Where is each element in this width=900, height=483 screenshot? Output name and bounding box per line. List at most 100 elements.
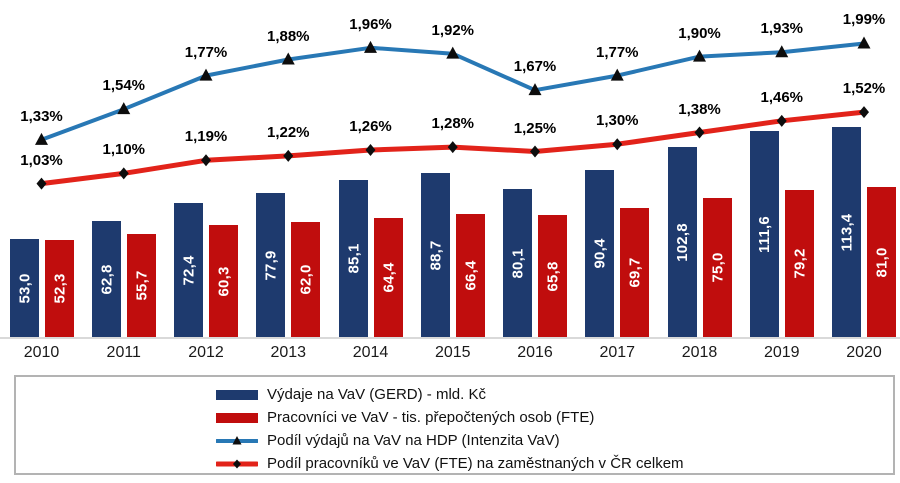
bar-value-label: 85,1 (345, 243, 362, 274)
line-value-label: 1,33% (20, 107, 63, 125)
line-value-label: 1,46% (760, 88, 804, 106)
bar-value-label: 55,7 (133, 270, 150, 301)
legend-bar-swatch-icon (216, 412, 258, 423)
bar-series2-2018: 75,0 (703, 198, 732, 337)
triangle-marker-icon (35, 132, 48, 145)
line-value-label: 1,22% (266, 123, 310, 141)
bar-series1-2010: 53,0 (10, 239, 39, 337)
line-value-label: 1,96% (349, 15, 392, 33)
bar-series2-2015: 66,4 (456, 214, 485, 337)
diamond-marker-icon (859, 106, 869, 119)
line-value-label: 1,88% (266, 27, 310, 45)
bar-series1-2014: 85,1 (339, 180, 368, 337)
diamond-marker-icon (36, 177, 47, 190)
diamond-marker-icon (447, 141, 458, 154)
legend-item-label: Podíl pracovníků ve VaV (FTE) na zaměstn… (267, 455, 684, 472)
line-value-label: 1,67% (513, 58, 557, 76)
line-value-label: 1,28% (431, 115, 475, 133)
bar-value-label: 53,0 (16, 273, 33, 303)
bar-series1-2017: 90,4 (585, 170, 614, 337)
x-tick-2019: 2019 (763, 344, 800, 361)
bar-series1-2016: 80,1 (503, 189, 532, 337)
bar-series1-2013: 77,9 (256, 193, 285, 337)
chart-legend: Výdaje na VaV (GERD) - mld. Kč Pracovníci… (14, 375, 895, 475)
bar-series1-2020: 113,4 (832, 127, 861, 337)
legend-item-1: Výdaje na VaV (GERD) - mld. Kč (216, 383, 893, 406)
bar-value-label: 66,4 (462, 260, 479, 291)
bar-series1-2011: 62,8 (92, 221, 121, 337)
bar-series1-2019: 111,6 (750, 131, 779, 337)
bar-value-label: 60,3 (215, 266, 232, 296)
bar-series2-2016: 65,8 (538, 215, 567, 337)
triangle-marker-icon (364, 40, 377, 53)
x-tick-2018: 2018 (681, 344, 718, 361)
triangle-marker-icon (117, 102, 131, 115)
bar-value-label: 81,0 (873, 247, 890, 277)
plot-area: 53,0 62,8 72,4 77,9 85,1 88,7 80,1 90,4 102,8 111… (0, 11, 900, 361)
line-value-label: 1,92% (431, 21, 475, 39)
triangle-marker-icon (857, 36, 871, 49)
triangle-marker-icon (528, 83, 542, 96)
legend-item-label: Výdaje na VaV (GERD) - mld. Kč (267, 386, 486, 403)
bar-value-label: 52,3 (51, 273, 68, 304)
line-value-label: 1,52% (842, 80, 886, 98)
bar-value-label: 64,4 (380, 262, 397, 293)
bar-value-label: 72,4 (180, 255, 197, 285)
x-tick-2015: 2015 (434, 344, 471, 361)
legend-item-4: Podíl pracovníků ve VaV (FTE) na zaměstn… (216, 452, 893, 475)
bar-value-label: 102,8 (674, 222, 692, 262)
x-tick-2014: 2014 (352, 344, 389, 361)
x-tick-2017: 2017 (599, 344, 636, 361)
line-value-label: 1,77% (595, 43, 639, 61)
bar-series2-2012: 60,3 (209, 225, 238, 337)
line-value-label: 1,03% (20, 151, 63, 169)
legend-line-diamond-swatch-icon (216, 459, 258, 468)
x-tick-2013: 2013 (270, 344, 307, 361)
line-value-label: 1,38% (678, 100, 721, 118)
bar-series1-2015: 88,7 (421, 173, 450, 337)
diamond-marker-icon (612, 138, 623, 151)
line-value-label: 1,54% (102, 77, 146, 95)
line-value-label: 1,25% (513, 119, 557, 137)
diamond-marker-icon (365, 144, 376, 157)
bar-value-label: 113,4 (838, 213, 855, 251)
triangle-marker-icon (775, 45, 789, 58)
bar-series2-2017: 69,7 (620, 208, 649, 337)
bar-value-label: 62,8 (98, 264, 115, 294)
bar-value-label: 77,9 (262, 250, 279, 280)
bar-series1-2018: 102,8 (668, 147, 697, 337)
bar-value-label: 90,4 (591, 238, 608, 269)
bar-series2-2013: 62,0 (291, 222, 320, 337)
bar-value-label: 80,1 (509, 248, 526, 278)
bar-value-label: 88,7 (427, 240, 444, 270)
x-tick-2020: 2020 (846, 344, 882, 361)
legend-line-triangle-swatch-icon (216, 435, 258, 444)
triangle-marker-icon (446, 46, 460, 59)
triangle-marker-icon (693, 49, 706, 62)
bar-value-label: 62,0 (297, 264, 314, 295)
line-value-label: 1,19% (184, 128, 228, 146)
diamond-marker-icon (118, 167, 129, 180)
line-value-label: 1,10% (102, 141, 146, 159)
legend-item-label: Podíl výdajů na VaV na HDP (Intenzita Va… (267, 432, 560, 449)
diamond-marker-icon (283, 149, 294, 162)
bar-series2-2014: 64,4 (374, 218, 403, 337)
bar-series1-2012: 72,4 (174, 203, 203, 337)
bar-series2-2019: 79,2 (785, 190, 814, 337)
bar-value-label: 111,6 (756, 215, 774, 253)
line-value-label: 1,77% (184, 43, 228, 61)
legend-item-label: Pracovníci ve VaV - tis. přepočtených os… (267, 409, 595, 426)
line-value-label: 1,99% (842, 11, 886, 29)
x-tick-2011: 2011 (106, 344, 141, 361)
diamond-marker-icon (201, 154, 211, 167)
legend-item-2: Pracovníci ve VaV - tis. přepočtených os… (216, 406, 893, 429)
bar-value-label: 79,2 (791, 248, 808, 279)
legend-item-3: Podíl výdajů na VaV na HDP (Intenzita Va… (216, 429, 893, 452)
x-tick-2010: 2010 (23, 344, 60, 361)
bar-series2-2010: 52,3 (45, 240, 74, 337)
line-value-label: 1,26% (349, 118, 392, 136)
diamond-marker-icon (776, 114, 787, 127)
legend-bar-swatch-icon (216, 389, 258, 400)
bar-value-label: 69,7 (626, 257, 643, 288)
